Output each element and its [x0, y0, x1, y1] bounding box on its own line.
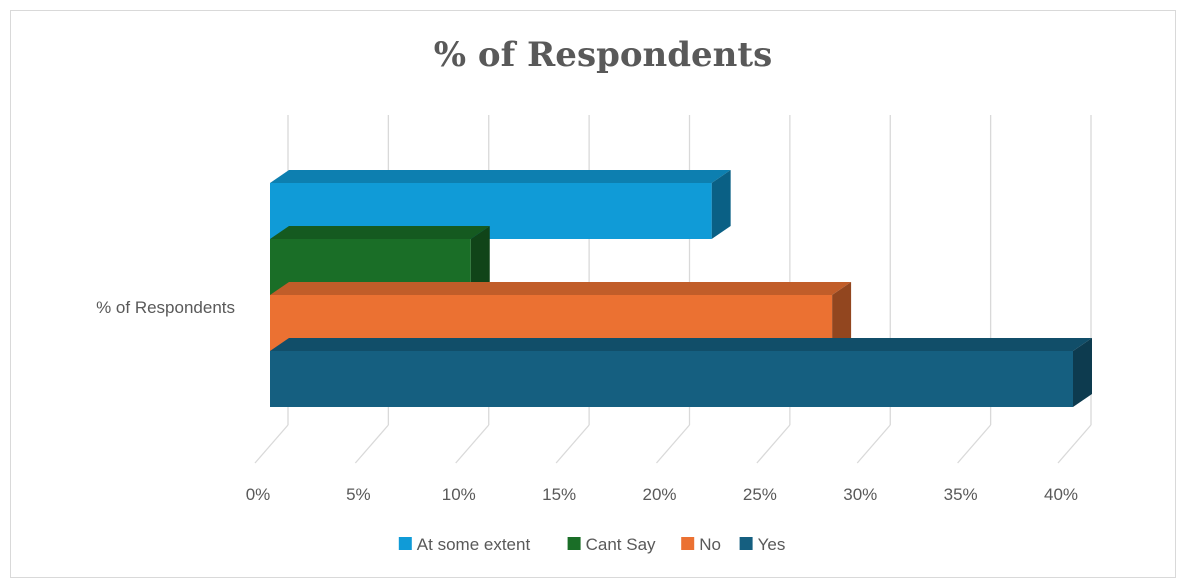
legend-swatch [739, 537, 753, 550]
legend-item-at-some-extent: At some extent [398, 535, 531, 554]
x-tick-label: 10% [442, 485, 476, 504]
bar-yes [270, 338, 1092, 407]
gridline-floor [756, 424, 791, 464]
gridline-floor [455, 424, 490, 464]
bar-end-face [711, 170, 731, 239]
category-label: % of Respondents [96, 298, 235, 317]
legend-swatch [567, 537, 581, 550]
legend-label: No [699, 535, 721, 554]
legend-swatch [681, 537, 695, 550]
bar-end-face [470, 226, 490, 295]
x-tick-label: 5% [346, 485, 371, 504]
legend-label: At some extent [417, 535, 531, 554]
gridline-floor [254, 424, 289, 464]
x-tick-label: 15% [542, 485, 576, 504]
x-tick-label: 25% [743, 485, 777, 504]
bars [270, 170, 1092, 407]
legend-item-no: No [681, 535, 721, 554]
bar-top-face [270, 338, 1092, 351]
legend: At some extent Cant Say No Yes [398, 535, 786, 554]
legend-label: Cant Say [586, 535, 656, 554]
gridline-floor [957, 424, 992, 464]
x-tick-label: 40% [1044, 485, 1078, 504]
bar-top-face [270, 226, 490, 239]
x-tick-label: 30% [843, 485, 877, 504]
gridline-floor [856, 424, 891, 464]
x-tick-labels: 0% 5% 10% 15% 20% 25% 30% 35% 40% [246, 485, 1078, 504]
legend-swatch [398, 537, 412, 550]
gridline-floor [656, 424, 690, 464]
legend-label: Yes [758, 535, 786, 554]
gridline-floor [555, 424, 590, 464]
chart-title: % of Respondents [434, 35, 772, 75]
legend-item-yes: Yes [739, 535, 786, 554]
gridline-floor [354, 424, 389, 464]
bar-end-face [1073, 338, 1092, 407]
bar-end-face [832, 282, 852, 351]
x-tick-label: 20% [642, 485, 676, 504]
bar-front-face [270, 351, 1073, 407]
gridline-floor [1057, 424, 1092, 464]
x-tick-label: 0% [246, 485, 271, 504]
legend-item-cant-say: Cant Say [567, 535, 656, 554]
bar-top-face [270, 170, 731, 183]
bar-top-face [270, 282, 852, 295]
x-tick-label: 35% [944, 485, 978, 504]
